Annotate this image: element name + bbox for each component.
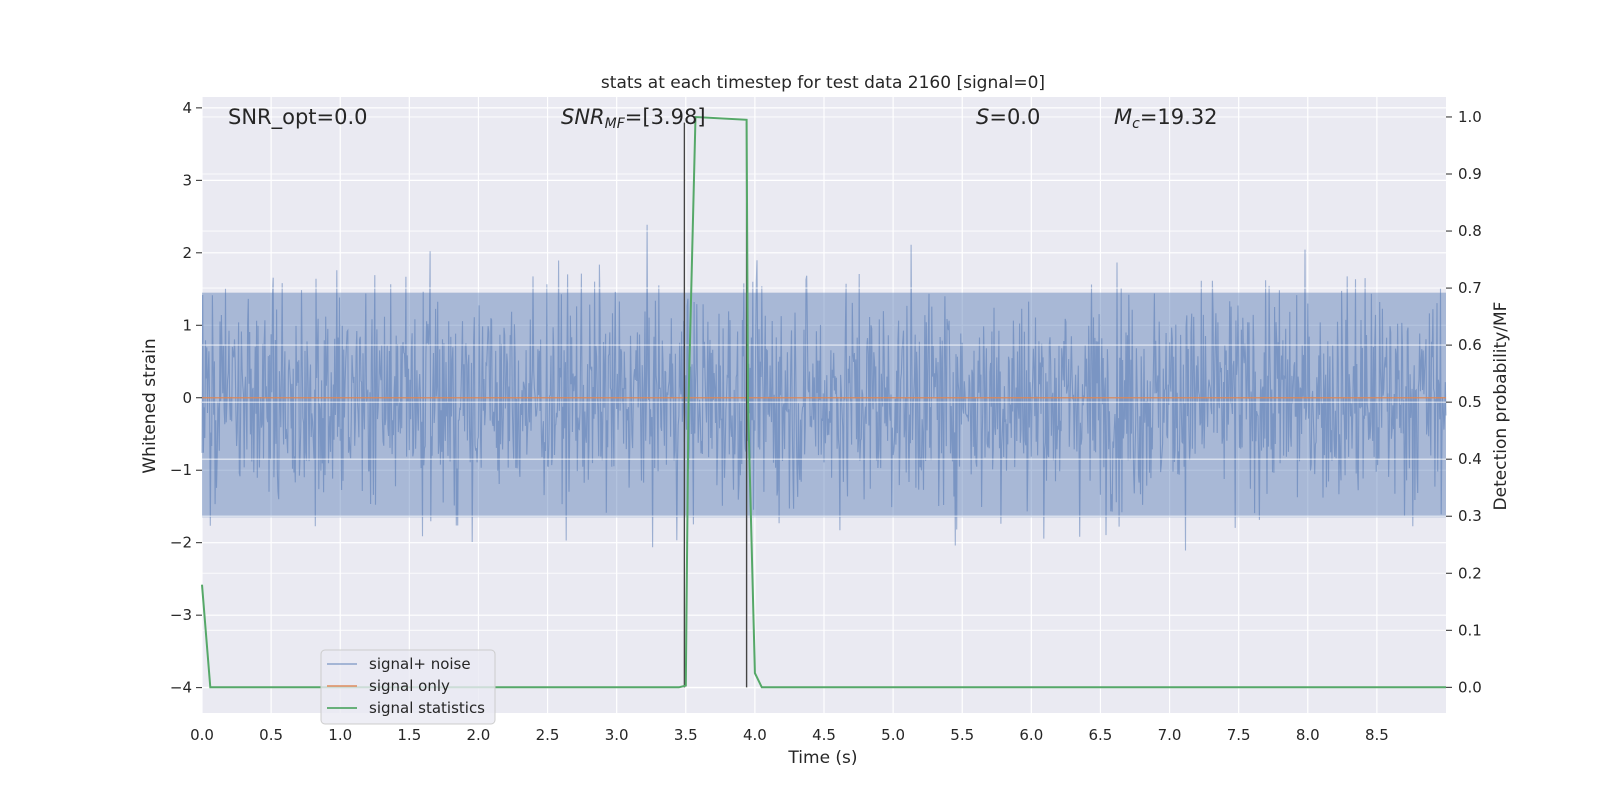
- x-tick-label: 4.0: [743, 726, 767, 744]
- y-tick-label-right: 0.8: [1458, 222, 1482, 240]
- annotation-mc-value: =19.32: [1140, 105, 1218, 129]
- x-tick-label: 1.0: [328, 726, 352, 744]
- y-tick-label-right: 0.3: [1458, 507, 1482, 525]
- y-tick-label-left: −2: [170, 534, 192, 552]
- y-ticks-right: 1.0 0.9 0.8 0.7 0.6 0.5 0.4 0.3 0.2 0.1 0.0: [1446, 108, 1482, 696]
- x-tick-label: 8.0: [1296, 726, 1320, 744]
- annotation-snr-mf-base: SNR: [561, 105, 605, 129]
- x-tick-label: 1.5: [397, 726, 421, 744]
- y-tick-label-right: 0.7: [1458, 279, 1482, 297]
- y-tick-label-left: 4: [182, 99, 192, 117]
- annotation-mc-base: M: [1114, 105, 1132, 129]
- annotation-s-var: S: [976, 105, 989, 129]
- y-tick-label-right: 0.1: [1458, 621, 1482, 639]
- signal-noise-core: [202, 292, 1446, 518]
- y-tick-label-left: −3: [170, 606, 192, 624]
- legend-label-signal-noise: signal+ noise: [369, 655, 471, 673]
- x-tick-label: 0.0: [190, 726, 214, 744]
- y-axis-label-left: Whitened strain: [140, 338, 160, 473]
- y-tick-label-left: 2: [182, 244, 192, 262]
- y-tick-label-left: 1: [182, 316, 192, 334]
- legend: signal+ noise signal only signal statist…: [320, 649, 496, 725]
- y-tick-label-left: −1: [170, 461, 192, 479]
- annotation-s: S=0.0: [976, 105, 1040, 129]
- signal-statistics-line: [201, 115, 1446, 689]
- x-ticks: 0.0 0.5 1.0 1.5 2.0 2.5 3.0 3.5 4.0 4.5 5.0 5.5 6.0 6…: [190, 726, 1389, 744]
- signal-noise-trace: [201, 224, 1447, 551]
- x-tick-label: 2.0: [467, 726, 491, 744]
- legend-box: [320, 649, 496, 725]
- x-tick-label: 5.5: [950, 726, 974, 744]
- y-axis-label-right: Detection probability/MF: [1491, 302, 1511, 511]
- annotation-snr-mf-value: =[3.98]: [625, 105, 706, 129]
- x-tick-label: 3.5: [674, 726, 698, 744]
- y-tick-label-left: 3: [182, 171, 192, 189]
- y-tick-label-right: 0.6: [1458, 336, 1482, 354]
- annotation-mc-sub: c: [1132, 116, 1140, 132]
- y-tick-label-left: −4: [170, 679, 192, 697]
- annotation-snr-mf-sub: MF: [605, 116, 626, 132]
- x-tick-label: 7.0: [1158, 726, 1182, 744]
- x-tick-label: 0.5: [259, 726, 283, 744]
- annotation-mc: Mc=19.32: [1114, 105, 1218, 132]
- annotation-snr-opt: SNR_opt=0.0: [228, 105, 368, 130]
- annotation-snr-mf: SNRMF=[3.98]: [561, 105, 706, 132]
- x-tick-label: 4.5: [812, 726, 836, 744]
- y-tick-label-right: 0.5: [1458, 393, 1482, 411]
- y-tick-label-left: 0: [182, 389, 192, 407]
- x-tick-label: 8.5: [1365, 726, 1389, 744]
- x-tick-label: 5.0: [881, 726, 905, 744]
- signal-noise-series: [201, 224, 1447, 551]
- x-tick-label: 2.5: [536, 726, 560, 744]
- legend-label-signal-only: signal only: [369, 677, 450, 695]
- x-tick-label: 7.5: [1227, 726, 1251, 744]
- y-tick-label-right: 0.9: [1458, 165, 1482, 183]
- y-tick-label-right: 1.0: [1458, 108, 1482, 126]
- y-tick-label-right: 0.0: [1458, 678, 1482, 696]
- chart-title: stats at each timestep for test data 216…: [601, 73, 1045, 93]
- y-tick-label-right: 0.2: [1458, 564, 1482, 582]
- legend-label-signal-statistics: signal statistics: [369, 699, 485, 717]
- y-tick-label-right: 0.4: [1458, 450, 1482, 468]
- annotation-s-value: =0.0: [989, 105, 1040, 129]
- x-tick-label: 3.0: [605, 726, 629, 744]
- x-tick-label: 6.5: [1089, 726, 1113, 744]
- y-ticks-left: 4 3 2 1 0 −1 −2 −3 −4: [170, 99, 202, 697]
- x-tick-label: 6.0: [1019, 726, 1043, 744]
- x-axis-label: Time (s): [787, 748, 857, 768]
